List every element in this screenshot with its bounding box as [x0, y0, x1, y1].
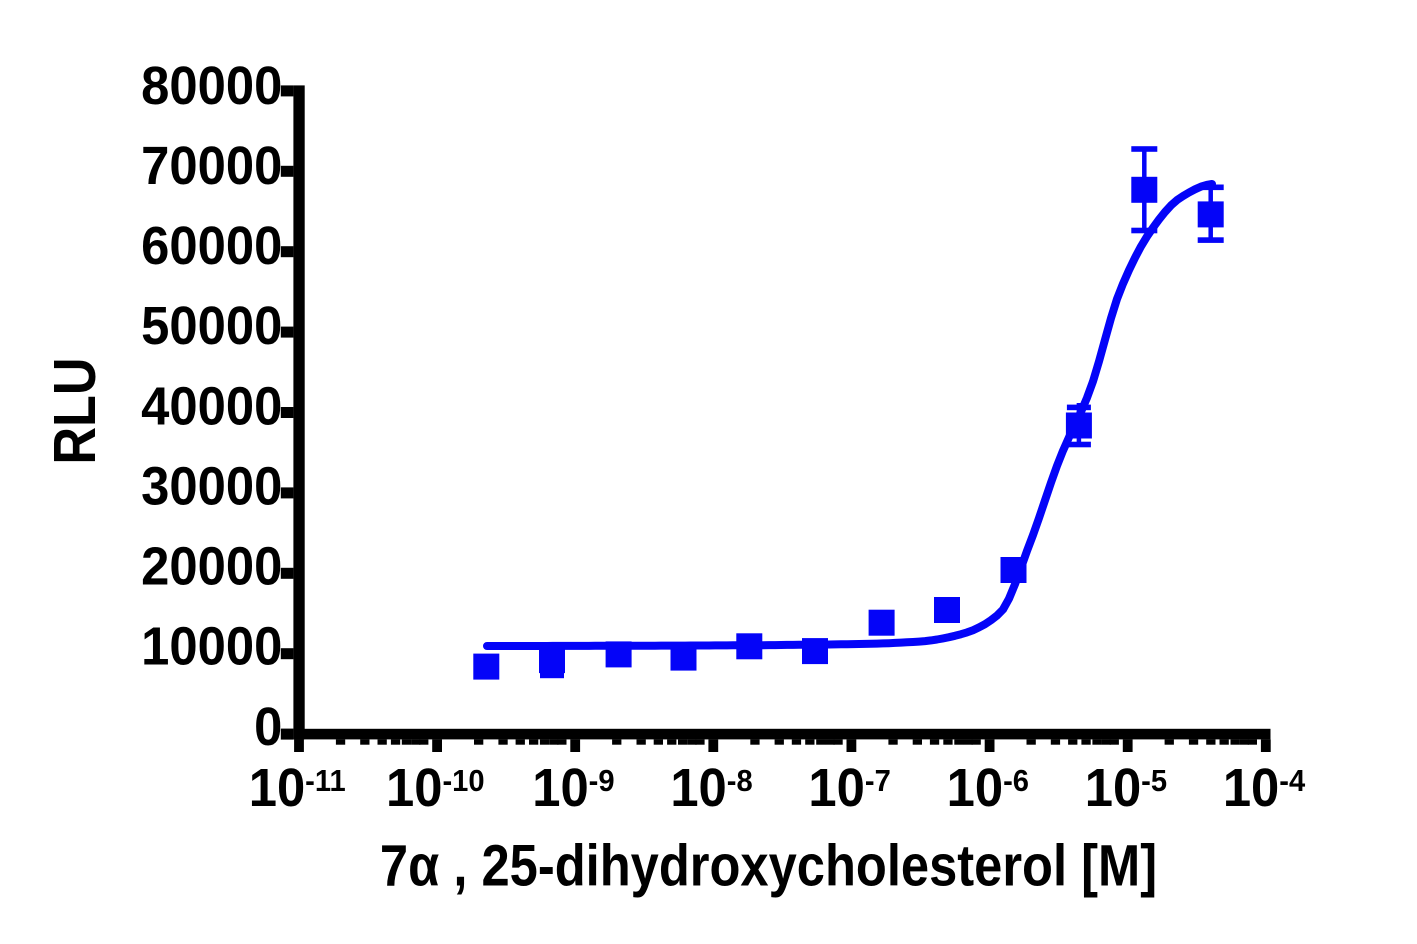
- svg-text:20000: 20000: [141, 537, 282, 597]
- svg-text:10-6: 10-6: [947, 759, 1029, 819]
- svg-text:10000: 10000: [141, 617, 282, 677]
- svg-text:70000: 70000: [141, 137, 282, 197]
- svg-text:RLU: RLU: [41, 357, 108, 464]
- svg-text:40000: 40000: [141, 377, 282, 437]
- svg-text:80000: 80000: [141, 56, 282, 116]
- svg-text:60000: 60000: [141, 217, 282, 277]
- svg-text:0: 0: [254, 697, 282, 757]
- svg-text:10-7: 10-7: [808, 759, 890, 819]
- svg-text:30000: 30000: [141, 457, 282, 517]
- svg-text:50000: 50000: [141, 297, 282, 357]
- svg-text:7α , 25-dihydroxycholesterol [: 7α , 25-dihydroxycholesterol [M]: [380, 832, 1157, 898]
